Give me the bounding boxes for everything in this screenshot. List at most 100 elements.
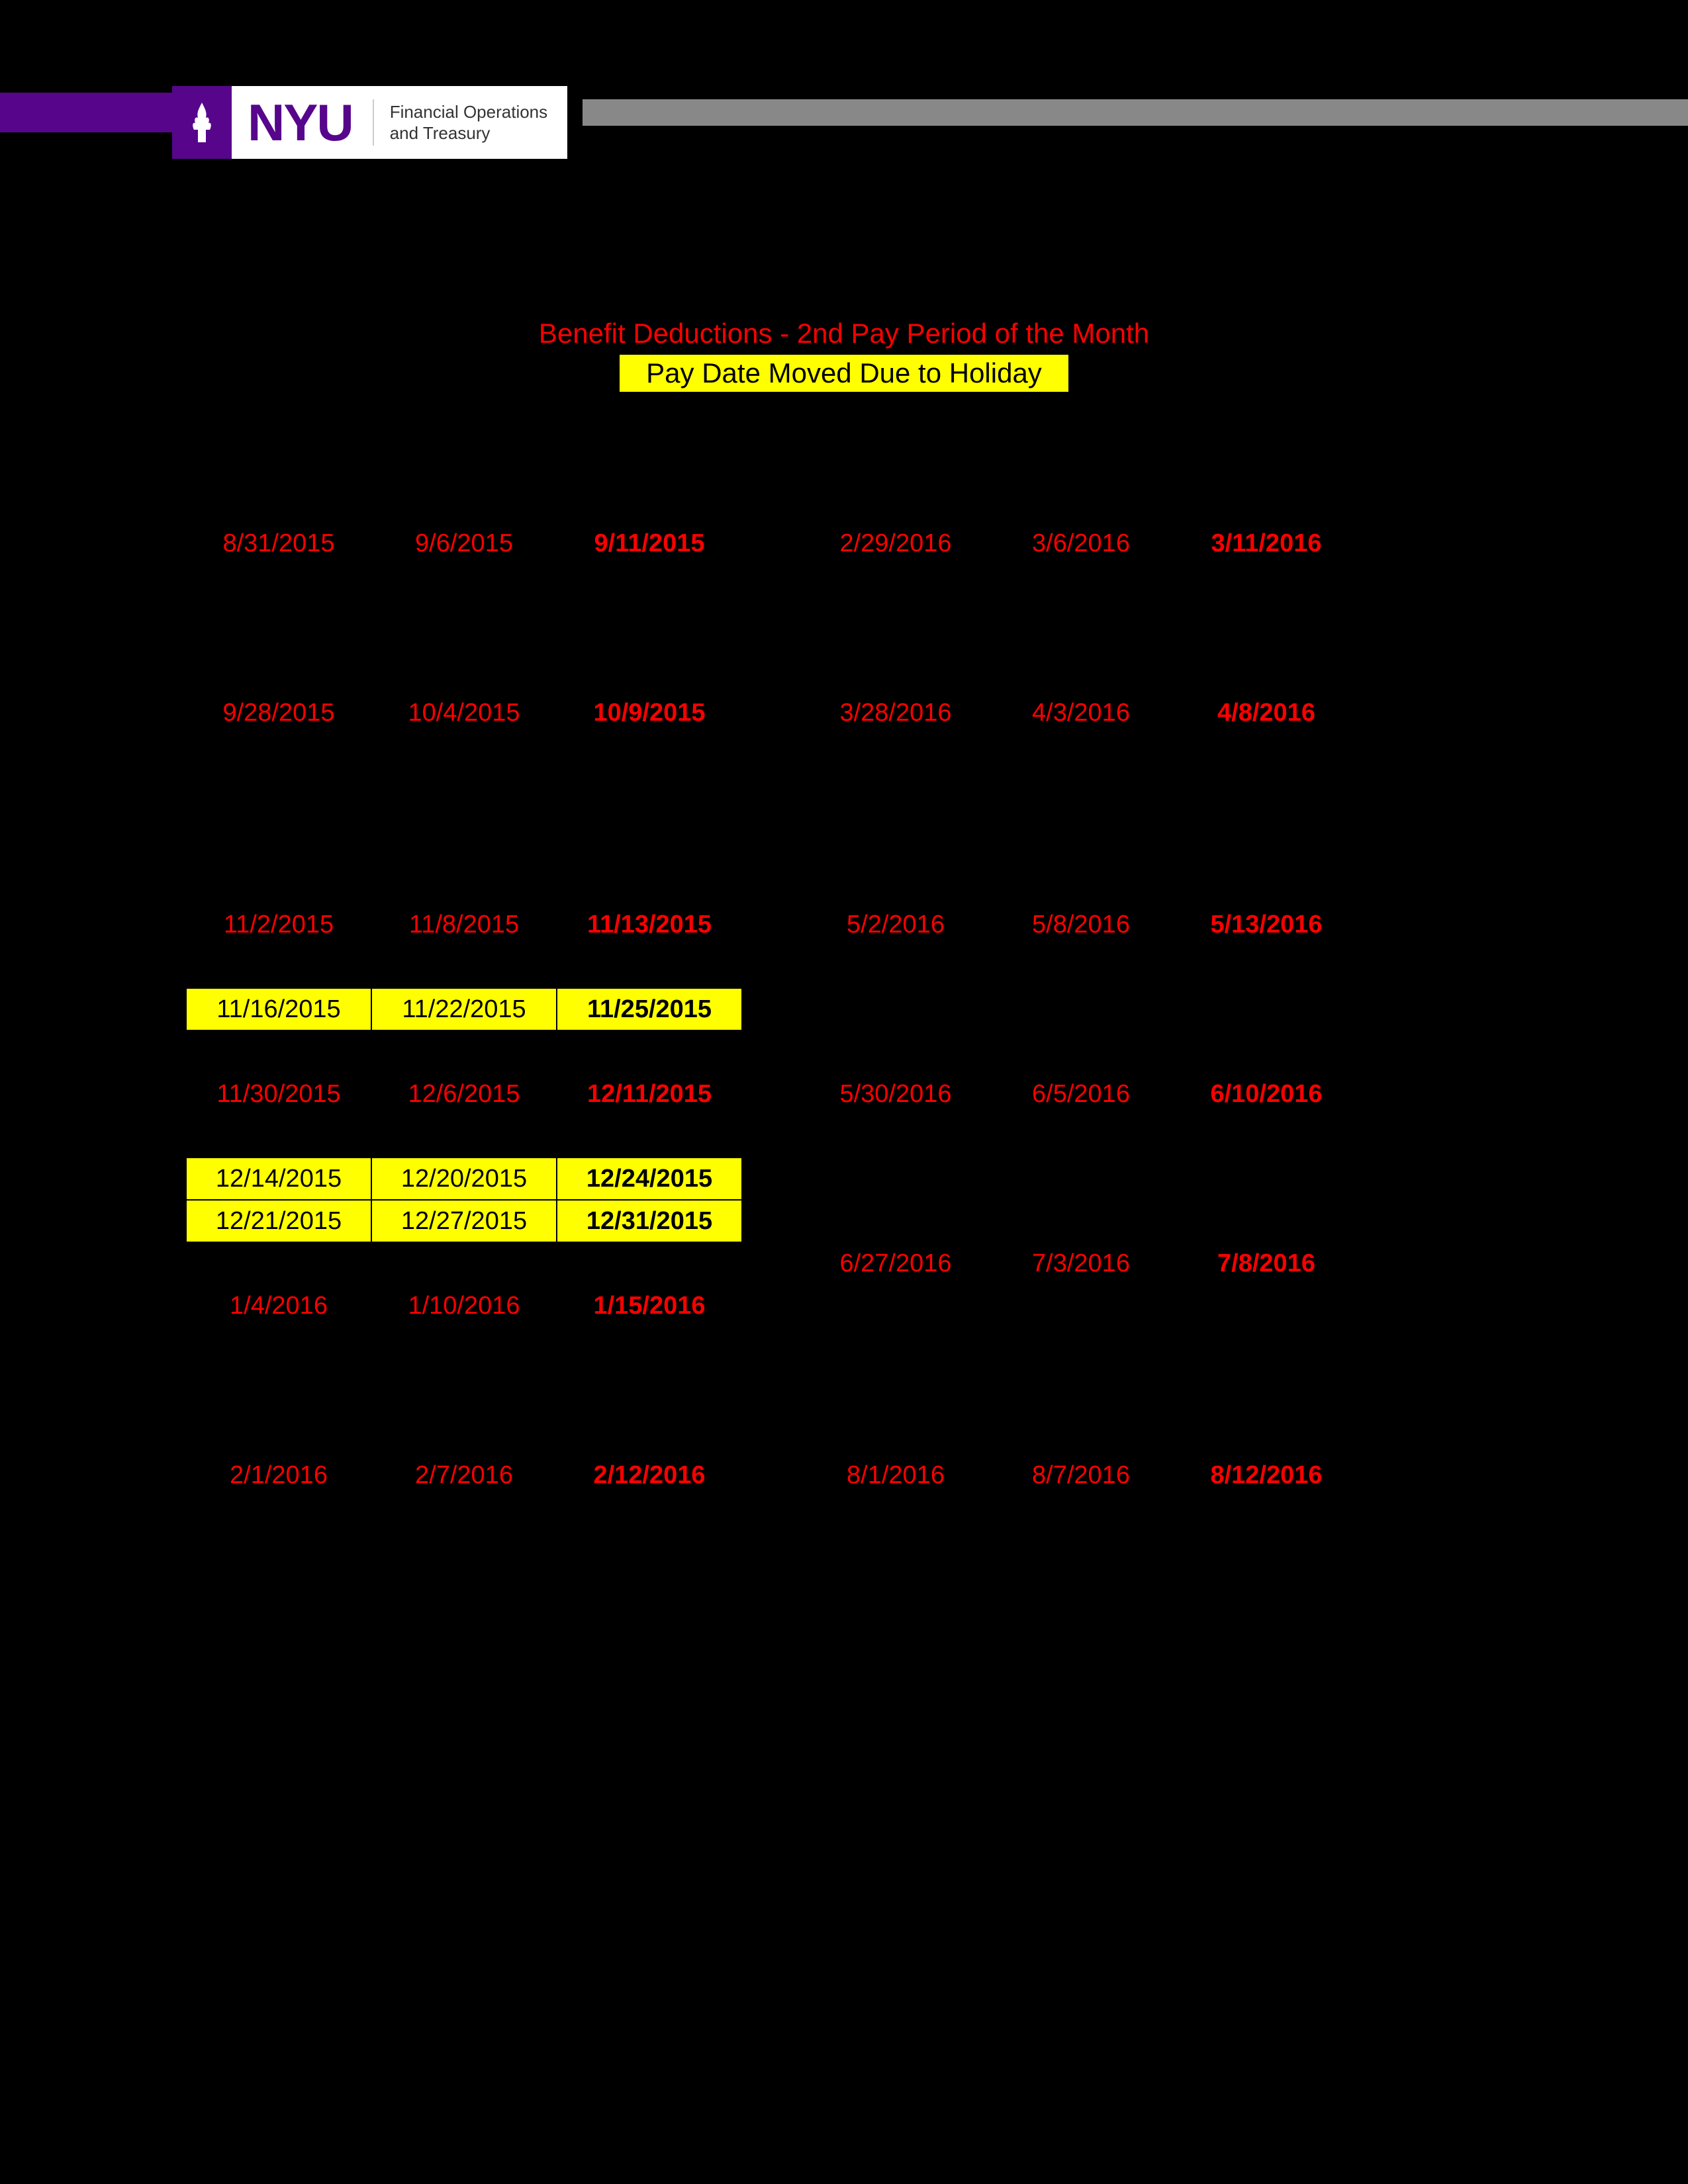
- cell-pay-date: 6/17/2016: [1174, 1115, 1359, 1158]
- table-row: 12/21/201512/27/201512/31/2015: [186, 1200, 742, 1242]
- cell-period-end: 8/30/2015: [371, 480, 557, 522]
- cell-period-end: 9/27/2015: [371, 649, 557, 692]
- torch-icon: [172, 86, 232, 159]
- cell-pay-date: 10/30/2015: [557, 819, 742, 861]
- table-row: 2/22/20162/28/20163/4/2016: [803, 480, 1359, 522]
- cell-pay-date: 8/12/2016: [1174, 1454, 1359, 1496]
- table-row: 8/1/20168/7/20168/12/2016: [803, 1454, 1359, 1496]
- cell-period-end: 9/6/2015: [371, 522, 557, 565]
- cell-period-begin: 10/19/2015: [186, 819, 371, 861]
- table-row: 2/29/20163/6/20163/11/2016: [803, 522, 1359, 565]
- pay-table-left: Per. Begin Per. End Pay Date 8/24/20158/…: [185, 437, 743, 1582]
- table-row: 6/13/20166/19/20166/24/2016: [803, 1158, 1359, 1200]
- cell-period-begin: 11/30/2015: [186, 1073, 371, 1115]
- cell-pay-date: 4/22/2016: [1174, 776, 1359, 819]
- cell-period-begin: 8/15/2016: [803, 1539, 988, 1581]
- col-header-pay: Pay Date: [557, 437, 742, 480]
- cell-period-begin: 8/8/2016: [803, 1496, 988, 1539]
- legend: Benefit Deductions - 2nd Pay Period of t…: [0, 318, 1688, 392]
- cell-period-end: 6/12/2016: [988, 1115, 1174, 1158]
- cell-period-end: 3/20/2016: [988, 607, 1174, 649]
- table-row: 5/9/20165/15/20165/20/2016: [803, 946, 1359, 988]
- cell-period-end: 11/29/2015: [371, 1030, 557, 1073]
- cell-period-end: 5/8/2016: [988, 903, 1174, 946]
- cell-period-end: 3/6/2016: [988, 522, 1174, 565]
- cell-pay-date: 2/26/2016: [557, 1539, 742, 1581]
- table-row: 4/11/20164/17/20164/22/2016: [803, 776, 1359, 819]
- cell-period-begin: 3/14/2016: [803, 607, 988, 649]
- cell-period-begin: 7/18/2016: [803, 1369, 988, 1412]
- cell-pay-date: 11/20/2015: [557, 946, 742, 988]
- cell-period-end: 6/19/2016: [988, 1158, 1174, 1200]
- cell-period-begin: 9/14/2015: [186, 607, 371, 649]
- table-row: 3/21/20163/27/20164/1/2016: [803, 649, 1359, 692]
- cell-period-end: 10/4/2015: [371, 692, 557, 734]
- table-row: 6/6/20166/12/20166/17/2016: [803, 1115, 1359, 1158]
- cell-period-end: 12/6/2015: [371, 1073, 557, 1115]
- cell-pay-date: 10/2/2015: [557, 649, 742, 692]
- cell-period-end: 7/31/2016: [988, 1412, 1174, 1454]
- cell-pay-date: 11/13/2015: [557, 903, 742, 946]
- cell-period-begin: 4/4/2016: [803, 734, 988, 776]
- cell-pay-date: 7/15/2016: [1174, 1285, 1359, 1327]
- table-row: 7/4/20167/10/20167/15/2016: [803, 1285, 1359, 1327]
- header-purple-left: [0, 93, 172, 132]
- cell-period-end: 2/14/2016: [371, 1496, 557, 1539]
- cell-period-begin: 7/25/2016: [803, 1412, 988, 1454]
- table-row: 1/11/20161/17/20161/22/2016: [186, 1327, 742, 1369]
- cell-period-end: 1/3/2016: [371, 1242, 557, 1285]
- legend-benefit-deductions: Benefit Deductions - 2nd Pay Period of t…: [0, 318, 1688, 349]
- cell-period-end: 1/17/2016: [371, 1327, 557, 1369]
- table-header-row: Per. Begin Per. End Pay Date: [803, 437, 1359, 480]
- cell-period-end: 1/24/2016: [371, 1369, 557, 1412]
- cell-pay-date: 5/20/2016: [1174, 946, 1359, 988]
- cell-period-begin: 9/7/2015: [186, 565, 371, 607]
- cell-period-begin: 11/2/2015: [186, 903, 371, 946]
- cell-pay-date: 2/19/2016: [557, 1496, 742, 1539]
- table-row: 9/14/20159/20/20159/25/2015: [186, 607, 742, 649]
- cell-period-begin: 4/18/2016: [803, 819, 988, 861]
- table-row: 7/11/20167/17/20167/22/2016: [803, 1327, 1359, 1369]
- cell-period-begin: 11/16/2015: [186, 988, 371, 1030]
- cell-period-begin: 1/25/2016: [186, 1412, 371, 1454]
- cell-pay-date: 9/11/2015: [557, 522, 742, 565]
- department-name: Financial Operations and Treasury: [374, 101, 567, 144]
- logo-block: NYU Financial Operations and Treasury: [172, 86, 567, 159]
- col-header-end: Per. End: [371, 437, 557, 480]
- table-row: 12/7/201512/13/201512/18/2015: [186, 1115, 742, 1158]
- cell-period-end: 11/1/2015: [371, 861, 557, 903]
- title-line2: September 2015 ~ August 2016: [0, 256, 1688, 297]
- cell-period-begin: 1/11/2016: [186, 1327, 371, 1369]
- table-row: 10/5/201510/11/201510/16/2015: [186, 734, 742, 776]
- cell-period-end: 12/27/2015: [371, 1200, 557, 1242]
- cell-period-end: 2/21/2016: [371, 1539, 557, 1581]
- table-row: 2/8/20162/14/20162/19/2016: [186, 1496, 742, 1539]
- cell-period-end: 2/7/2016: [371, 1454, 557, 1496]
- cell-period-end: 7/17/2016: [988, 1327, 1174, 1369]
- table-row: 9/7/20159/13/20159/18/2015: [186, 565, 742, 607]
- cell-pay-date: 1/22/2016: [557, 1327, 742, 1369]
- cell-period-begin: 12/28/2015: [186, 1242, 371, 1285]
- table-row: 7/25/20167/31/20168/5/2016: [803, 1412, 1359, 1454]
- col-header-pay: Pay Date: [1174, 437, 1359, 480]
- table-row: 7/18/20167/24/20167/29/2016: [803, 1369, 1359, 1412]
- pay-table-right: Per. Begin Per. End Pay Date 2/22/20162/…: [802, 437, 1360, 1582]
- cell-pay-date: 7/8/2016: [1174, 1242, 1359, 1285]
- cell-period-end: 11/22/2015: [371, 988, 557, 1030]
- cell-pay-date: 11/25/2015: [557, 988, 742, 1030]
- cell-period-begin: 5/2/2016: [803, 903, 988, 946]
- cell-period-begin: 5/16/2016: [803, 988, 988, 1030]
- cell-period-end: 1/31/2016: [371, 1412, 557, 1454]
- cell-pay-date: 3/4/2016: [1174, 480, 1359, 522]
- cell-period-end: 10/11/2015: [371, 734, 557, 776]
- table-row: 3/14/20163/20/20163/25/2016: [803, 607, 1359, 649]
- cell-period-end: 8/21/2016: [988, 1539, 1174, 1581]
- cell-period-end: 3/27/2016: [988, 649, 1174, 692]
- cell-period-begin: 10/5/2015: [186, 734, 371, 776]
- cell-period-begin: 2/22/2016: [803, 480, 988, 522]
- cell-period-end: 5/29/2016: [988, 1030, 1174, 1073]
- cell-period-end: 7/10/2016: [988, 1285, 1174, 1327]
- table-row: 11/23/201511/29/201512/4/2015: [186, 1030, 742, 1073]
- cell-period-begin: 8/31/2015: [186, 522, 371, 565]
- cell-period-end: 4/24/2016: [988, 819, 1174, 861]
